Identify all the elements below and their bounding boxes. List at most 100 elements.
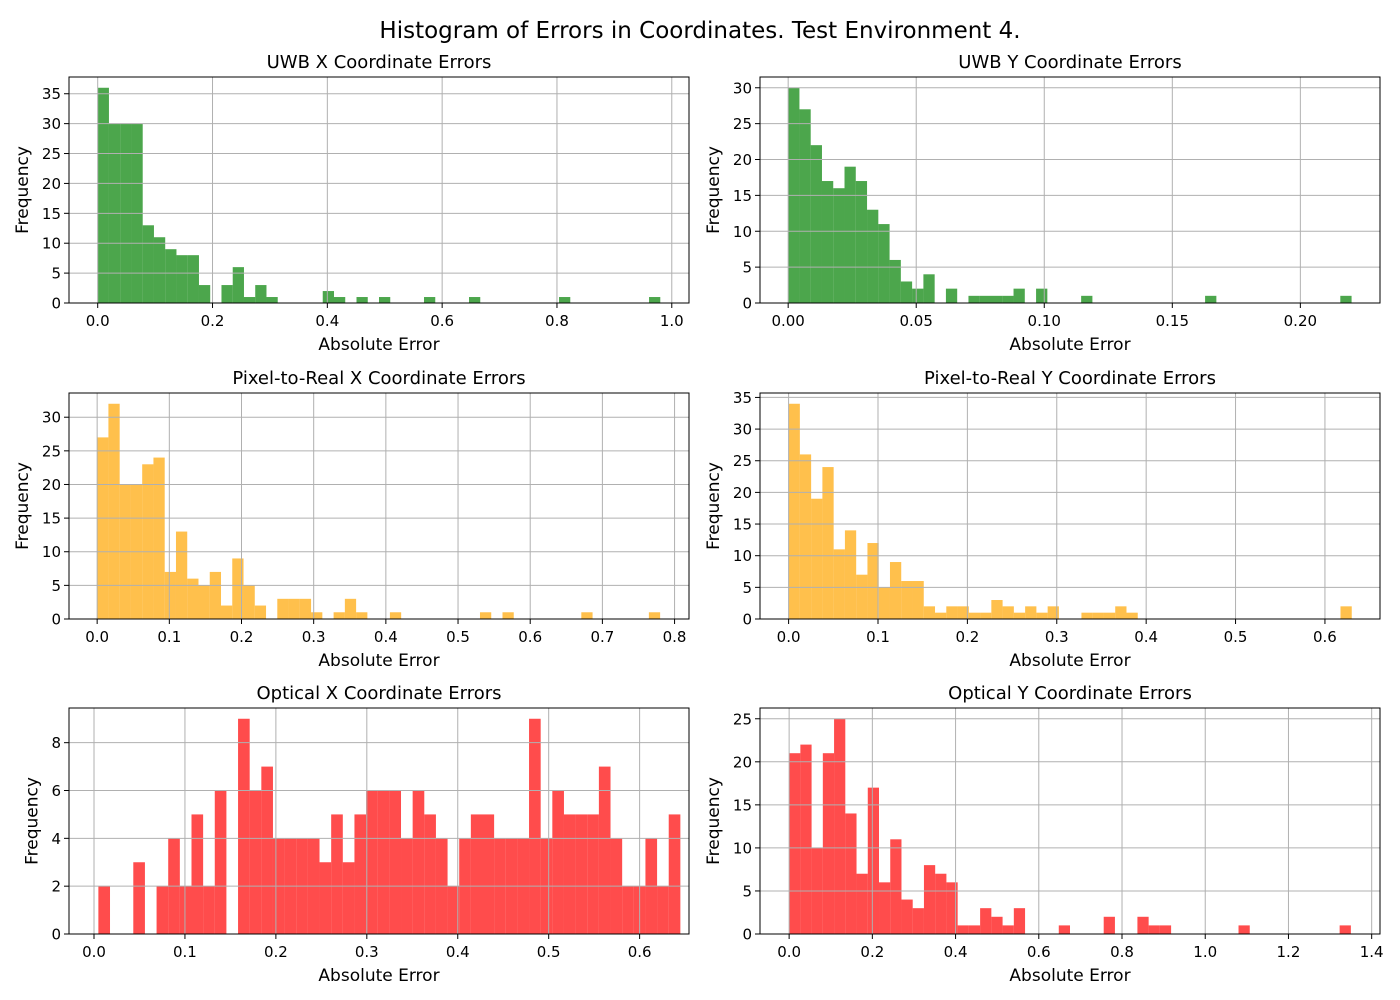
chart-3-bar bbox=[243, 585, 255, 619]
chart-2-ytick-label: 30 bbox=[733, 79, 752, 97]
chart-5-xtick-label: 0.2 bbox=[264, 943, 288, 961]
chart-3-bar bbox=[97, 437, 109, 619]
chart-5-bar bbox=[482, 814, 495, 934]
chart-6-bar bbox=[1148, 925, 1160, 934]
chart-2-bar bbox=[900, 281, 913, 303]
chart-2-bar bbox=[979, 295, 991, 303]
chart-1-xtick-label: 1.0 bbox=[660, 312, 684, 330]
chart-4-xtick-label: 0.3 bbox=[1045, 628, 1069, 646]
chart-6-bar bbox=[957, 925, 969, 934]
chart-5-bar bbox=[529, 718, 541, 934]
chart-4-bar bbox=[811, 498, 823, 619]
chart-3-title: Pixel-to-Real X Coordinate Errors bbox=[232, 368, 525, 389]
chart-4-title: Pixel-to-Real Y Coordinate Errors bbox=[924, 368, 1216, 389]
chart-1-bar bbox=[559, 297, 571, 303]
chart-4-bar bbox=[1047, 606, 1059, 619]
chart-2-bar bbox=[912, 288, 924, 303]
chart-5-bar bbox=[447, 886, 460, 934]
chart-3-bar bbox=[164, 571, 176, 619]
chart-3-bar bbox=[288, 598, 300, 619]
chart-6-xlabel: Absolute Error bbox=[1009, 966, 1130, 986]
chart-3-bar bbox=[648, 612, 661, 619]
chart-6-bar bbox=[867, 787, 879, 934]
chart-1-xtick-label: 0.4 bbox=[315, 312, 339, 330]
chart-5-bar bbox=[261, 766, 273, 934]
chart-1-bar bbox=[266, 297, 278, 303]
chart-3-xtick-label: 0.2 bbox=[230, 628, 254, 646]
chart-5-axes-frame bbox=[68, 707, 690, 935]
chart-4-bar bbox=[1340, 606, 1352, 619]
chart-4-xlabel: Absolute Error bbox=[1009, 651, 1130, 671]
chart-1-bar bbox=[322, 291, 334, 303]
chart-4-bar bbox=[788, 403, 800, 619]
chart-6-bar bbox=[822, 753, 835, 934]
chart-3-ytick-label: 25 bbox=[42, 442, 61, 460]
chart-3-ytick-label: 20 bbox=[42, 476, 61, 494]
chart-5-bar bbox=[575, 814, 588, 934]
chart-3-bar bbox=[277, 598, 289, 619]
chart-2-bar bbox=[923, 274, 935, 303]
chart-5-ytick-label: 4 bbox=[51, 830, 61, 848]
chart-5-bar bbox=[412, 790, 425, 934]
chart-5-ylabel: Frequency bbox=[22, 777, 42, 865]
chart-2-ytick-label: 20 bbox=[733, 151, 752, 169]
chart-2-ytick-label: 25 bbox=[733, 115, 752, 133]
chart-1-bar bbox=[424, 297, 436, 303]
chart-6-xtick-label: 0.8 bbox=[1110, 943, 1134, 961]
chart-5-bar bbox=[424, 814, 436, 934]
chart-4-ytick-label: 15 bbox=[733, 516, 752, 534]
chart-2-bar bbox=[810, 145, 822, 303]
chart-5-bar bbox=[668, 814, 681, 934]
chart-3-bar bbox=[581, 612, 593, 619]
chart-5-bar bbox=[622, 886, 634, 934]
chart-6-ytick-label: 15 bbox=[733, 796, 752, 814]
chart-5-bar bbox=[552, 790, 564, 934]
chart-5-xtick-label: 0.5 bbox=[537, 943, 561, 961]
chart-5-bar bbox=[319, 862, 332, 934]
chart-3-ytick-label: 15 bbox=[42, 510, 61, 528]
chart-3-bar bbox=[344, 598, 357, 619]
chart-2-title: UWB Y Coordinate Errors bbox=[958, 52, 1181, 73]
chart-3-xtick-label: 0.3 bbox=[302, 628, 326, 646]
chart-3-bar bbox=[108, 403, 120, 619]
chart-3-xtick-label: 0.7 bbox=[590, 628, 614, 646]
chart-6-bar bbox=[789, 753, 801, 934]
chart-6-bar bbox=[879, 882, 891, 934]
chart-1-bar bbox=[142, 225, 154, 303]
chart-1-bar bbox=[333, 297, 346, 303]
chart-4-bar bbox=[867, 543, 879, 619]
chart-3-bar bbox=[142, 464, 154, 619]
chart-5-bar bbox=[587, 814, 599, 934]
chart-6-xtick-label: 0.0 bbox=[777, 943, 801, 961]
chart-5-bar bbox=[342, 862, 355, 934]
chart-6-xtick-label: 0.6 bbox=[1027, 943, 1051, 961]
chart-5-bar bbox=[214, 790, 227, 934]
chart-4-bar bbox=[799, 454, 812, 619]
chart-1-xtick-label: 0.2 bbox=[201, 312, 225, 330]
chart-3-bar bbox=[232, 558, 244, 619]
chart-1-ytick-label: 25 bbox=[42, 145, 61, 163]
chart-3-xtick-label: 0.6 bbox=[518, 628, 542, 646]
chart-2-bar bbox=[821, 181, 834, 303]
chart-4-bar bbox=[889, 562, 902, 619]
chart-4-axes-frame bbox=[759, 392, 1381, 620]
chart-4-bar bbox=[1013, 612, 1026, 619]
chart-5-xtick-label: 0.6 bbox=[628, 943, 652, 961]
chart-2-bar bbox=[945, 288, 958, 303]
chart-1-bar bbox=[97, 87, 109, 303]
chart-4-bar bbox=[1002, 606, 1014, 619]
chart-4-bar bbox=[923, 606, 936, 619]
chart-1-ytick-label: 5 bbox=[51, 265, 61, 283]
chart-4-ytick-label: 25 bbox=[733, 452, 752, 470]
chart-3-bar bbox=[209, 571, 222, 619]
chart-6-bar bbox=[1103, 916, 1115, 934]
chart-4-xtick-label: 0.4 bbox=[1134, 628, 1158, 646]
chart-6-xtick-label: 1.0 bbox=[1193, 943, 1217, 961]
chart-3-bar bbox=[175, 531, 188, 619]
chart-5-bar bbox=[156, 886, 169, 934]
chart-4-bar bbox=[980, 612, 992, 619]
chart-2-bar bbox=[833, 188, 845, 303]
chart-3-ylabel: Frequency bbox=[13, 462, 33, 550]
chart-5-xtick-label: 0.1 bbox=[173, 943, 197, 961]
